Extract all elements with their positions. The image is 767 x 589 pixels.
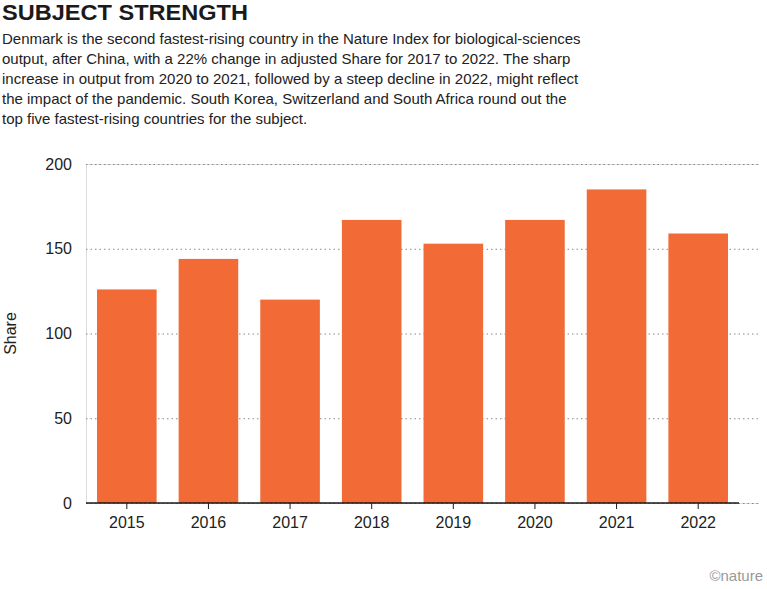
grid-line [86,164,759,165]
y-tick-label: 0 [63,495,72,512]
x-tick: 2021 [599,503,635,531]
x-tick-mark [290,503,291,509]
y-axis-line [87,165,760,504]
bar [179,259,239,503]
bar [260,300,320,503]
x-tick: 2022 [680,503,716,531]
bars [97,189,728,503]
x-tick-label: 2022 [680,514,716,531]
x-tick-label: 2019 [436,514,472,531]
bar [342,220,402,503]
y-tick: 200 [45,156,759,173]
x-tick: 2015 [109,503,145,531]
x-tick-label: 2017 [272,514,308,531]
x-tick: 2019 [436,503,472,531]
bar [587,189,647,503]
plot: 0 50 100 150 200 2015 2016 2017 2018 2019 2020 2021… [45,156,759,532]
y-tick-label: 200 [45,156,72,173]
x-tick: 2017 [272,503,308,531]
x-tick-mark [698,503,699,509]
bar [424,244,484,503]
y-axis: 0 50 100 150 200 [45,156,759,512]
y-tick-label: 100 [45,325,72,342]
chart: SUBJECT STRENGTH Denmark is the second fa… [0,0,767,589]
y-tick-label: 150 [45,240,72,257]
x-tick: 2018 [354,503,390,531]
subtitle-line: Denmark is the second fastest-rising cou… [2,30,581,47]
y-tick-label: 50 [54,410,72,427]
subtitle-line: increase in output from 2020 to 2021, fo… [2,70,579,87]
bar [668,233,728,503]
grid-line [86,249,759,250]
x-tick-mark [616,503,617,509]
y-tick: 50 [54,410,759,427]
x-tick-label: 2020 [517,514,553,531]
subtitle-line: the impact of the pandemic. South Korea,… [2,90,567,107]
x-tick-label: 2015 [109,514,145,531]
x-tick-label: 2018 [354,514,390,531]
y-axis-title: Share [2,312,19,355]
x-axis-line [86,502,739,504]
x-tick: 2016 [191,503,227,531]
subtitle-line: output, after China, with a 22% change i… [2,50,570,67]
title: SUBJECT STRENGTH [2,0,248,25]
x-tick-label: 2016 [191,514,227,531]
x-axis: 2015 2016 2017 2018 2019 2020 2021 2022 [86,503,739,531]
x-tick-mark [371,503,372,509]
credit: ©nature [709,567,763,584]
bar [505,220,565,503]
grid-line [86,503,759,504]
bar [97,289,157,503]
x-tick: 2020 [517,503,553,531]
y-tick: 0 [63,495,759,512]
x-tick-mark [126,503,127,509]
x-tick-mark [534,503,535,509]
x-tick-label: 2021 [599,514,635,531]
x-tick-mark [453,503,454,509]
y-tick: 150 [45,240,759,257]
x-tick-mark [208,503,209,509]
subtitle: Denmark is the second fastest-rising cou… [2,30,581,127]
subtitle-line: top five fastest-rising countries for th… [2,110,307,127]
